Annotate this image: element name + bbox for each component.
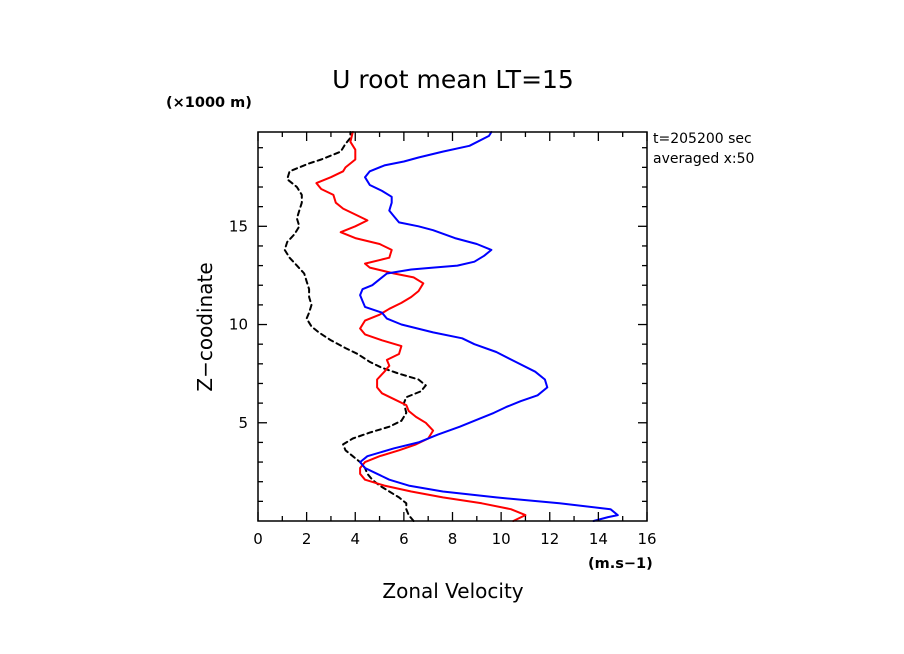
annotation-averaged: averaged x:50 [653, 151, 754, 167]
x-axis-label: Zonal Velocity [382, 579, 523, 603]
labels-layer: 0 2 4 6 8 10 12 14 16 5 10 15 [229, 217, 657, 548]
series-line-3 [359, 131, 619, 522]
x-unit-label: (m.s−1) [588, 556, 653, 572]
series-line-1 [283, 131, 427, 522]
x-tick-label: 14 [589, 530, 608, 548]
x-tick-label: 4 [350, 530, 360, 548]
ticks-layer [257, 132, 648, 521]
x-tick-label: 12 [540, 530, 559, 548]
y-axis-label: Z−coodinate [193, 262, 217, 391]
series-layer [283, 131, 619, 522]
plot-frame [257, 131, 648, 522]
x-tick-label: 0 [253, 530, 263, 548]
x-tick-label: 16 [637, 530, 656, 548]
x-tick-label: 6 [399, 530, 409, 548]
series-line-2 [315, 131, 527, 522]
x-tick-label: 8 [448, 530, 458, 548]
chart-title: U root mean LT=15 [332, 65, 574, 94]
annotation-time: t=205200 sec [653, 131, 752, 147]
x-tick-label: 2 [302, 530, 312, 548]
x-tick-label: 10 [492, 530, 511, 548]
y-unit-label: (×1000 m) [166, 95, 252, 111]
y-tick-label: 15 [229, 217, 248, 235]
y-tick-label: 5 [238, 414, 248, 432]
y-tick-label: 10 [229, 316, 248, 334]
